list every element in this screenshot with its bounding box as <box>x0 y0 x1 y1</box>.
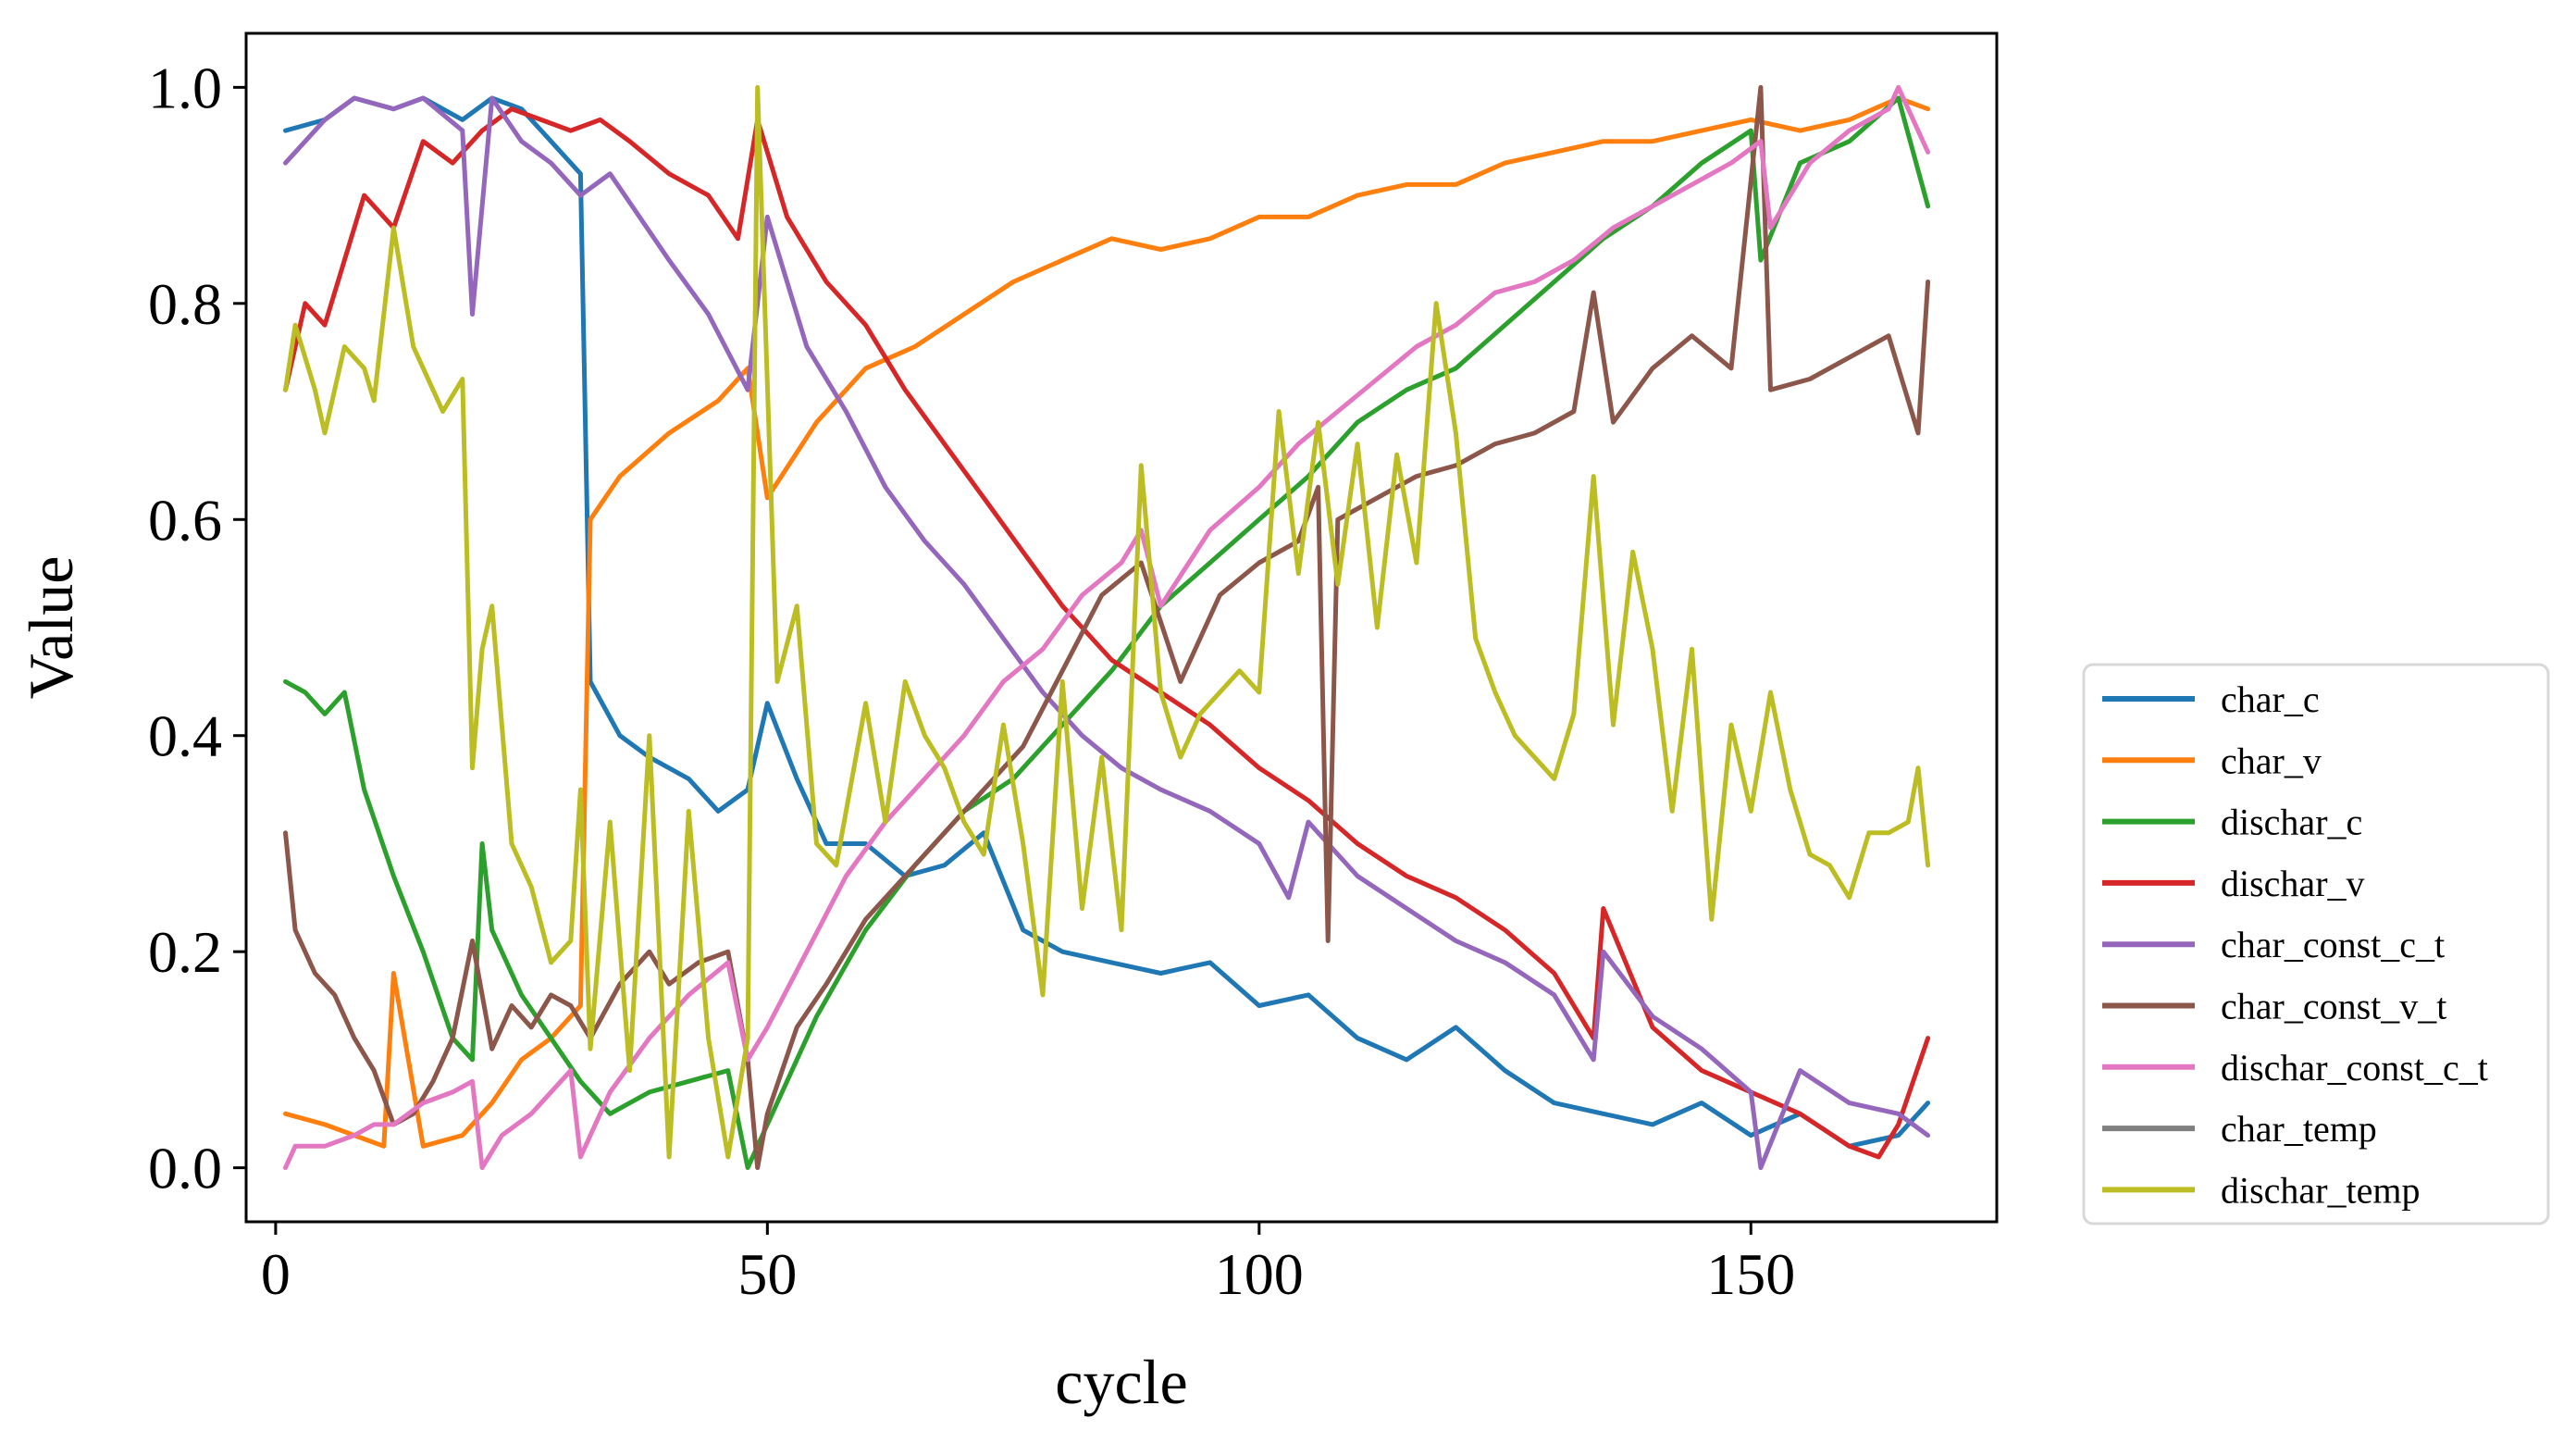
x-tick-label: 150 <box>1706 1241 1795 1307</box>
axes-layer: 0 50 100 150 0.0 0.2 0.4 0.6 0.8 1.0 <box>148 55 1795 1307</box>
series-line-dischar-v <box>283 106 1931 1160</box>
series-line-char-c <box>283 95 1931 1149</box>
y-tick-label: 1.0 <box>148 55 222 120</box>
legend-label-dischar-v: dischar_v <box>2221 863 2365 904</box>
legend-label-dischar-const-c-t: dischar_const_c_t <box>2221 1047 2488 1088</box>
legend-label-char-v: char_v <box>2221 740 2322 781</box>
series-line-dischar-const-c-t <box>283 84 1931 1171</box>
y-axis-label: Value <box>16 556 86 700</box>
legend-label-char-const-v-t: char_const_v_t <box>2221 986 2446 1027</box>
legend-label-char-temp: char_temp <box>2221 1108 2377 1150</box>
y-tick-label: 0.4 <box>148 703 222 769</box>
x-axis-label: cycle <box>1055 1347 1187 1417</box>
y-tick-label: 0.0 <box>148 1136 222 1201</box>
legend-label-dischar-temp: dischar_temp <box>2221 1169 2421 1211</box>
legend-box <box>2082 663 2550 1225</box>
legend-label-char-const-c-t: char_const_c_t <box>2221 924 2445 965</box>
x-tick-label: 100 <box>1215 1241 1304 1307</box>
legend: char_c char_v dischar_c dischar_v char_const… <box>2082 663 2550 1225</box>
legend-label-char-c: char_c <box>2221 678 2320 720</box>
series-layer <box>283 84 1931 1171</box>
series-line-char-v <box>283 95 1931 1149</box>
plot-area-frame <box>244 31 1999 1224</box>
series-line-char-const-v-t <box>283 84 1931 1171</box>
y-tick-label: 0.6 <box>148 487 222 553</box>
legend-label-dischar-c: dischar_c <box>2221 802 2362 843</box>
x-tick-label: 50 <box>737 1241 797 1307</box>
series-line-dischar-temp <box>283 84 1931 1160</box>
x-tick-label: 0 <box>261 1241 291 1307</box>
y-tick-label: 0.8 <box>148 271 222 337</box>
y-tick-label: 0.2 <box>148 919 222 985</box>
